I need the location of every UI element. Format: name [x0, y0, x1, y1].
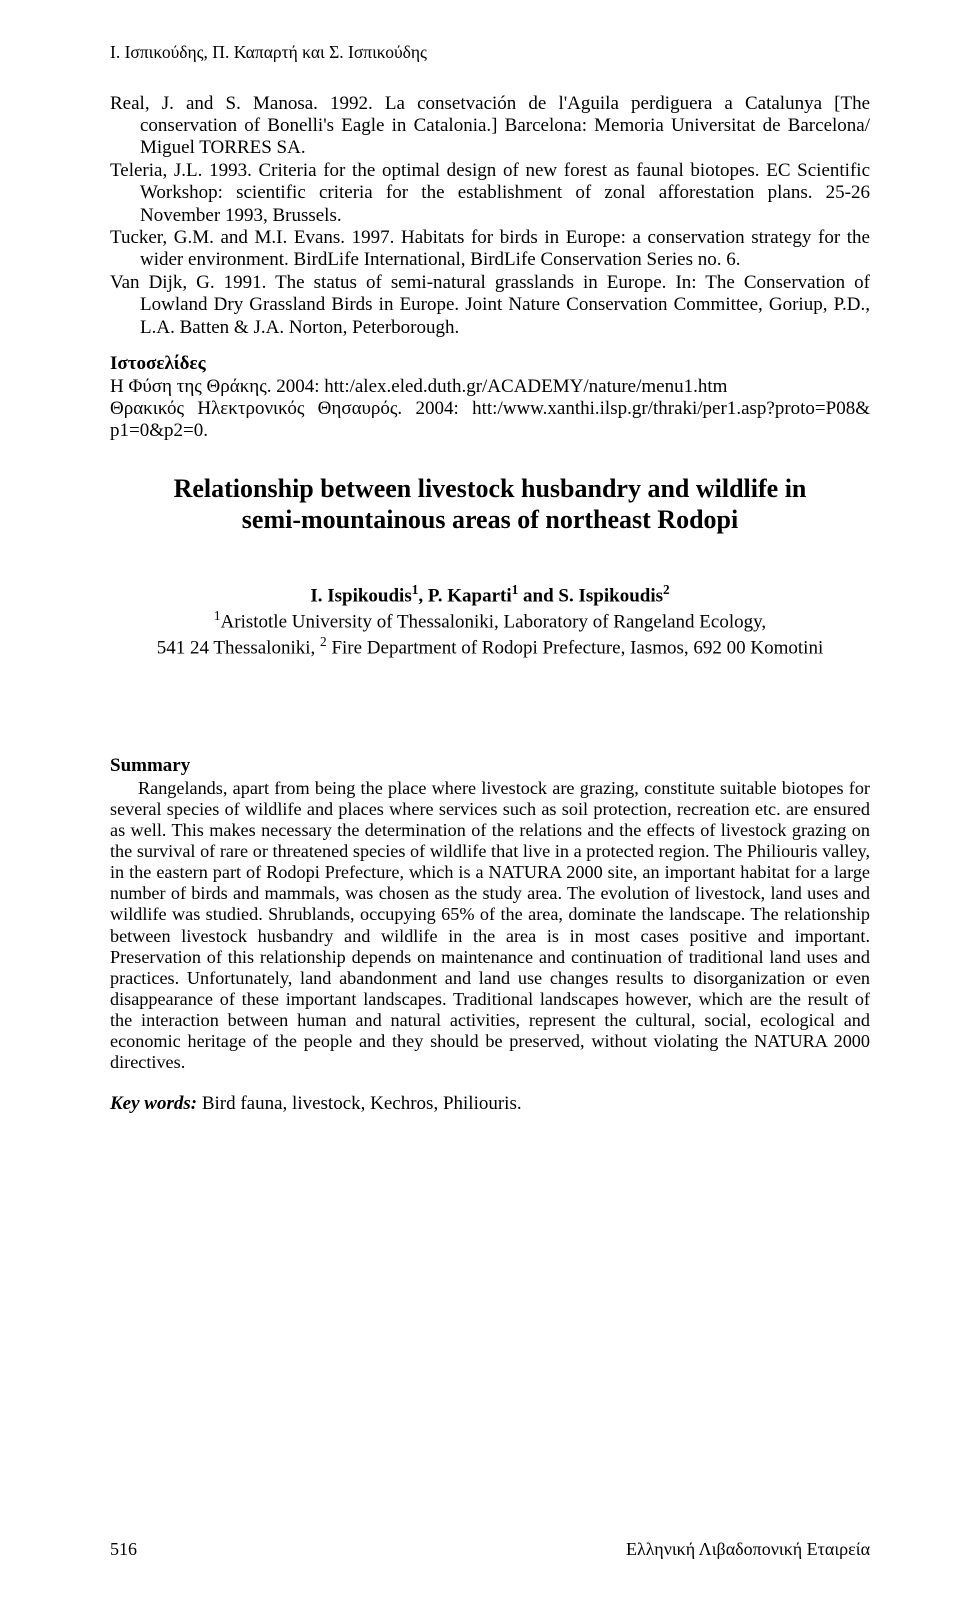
footer-source: Ελληνική Λιβαδοπονική Εταιρεία [626, 1539, 870, 1560]
affiliation-line: 541 24 Thessaloniki, 2 Fire Department o… [110, 634, 870, 660]
keywords-line: Key words: Bird fauna, livestock, Kechro… [110, 1093, 870, 1115]
website-entry: Θρακικός Ηλεκτρονικός Θησαυρός. 2004: ht… [110, 398, 870, 443]
references-block: Real, J. and S. Manosa. 1992. La consetv… [110, 93, 870, 339]
running-header: Ι. Ισπικούδης, Π. Καπαρτή και Σ. Ισπικού… [110, 42, 870, 63]
summary-heading: Summary [110, 755, 870, 777]
affiliation-line: 1Aristotle University of Thessaloniki, L… [110, 608, 870, 634]
website-entry: Η Φύση της Θράκης. 2004: htt:/alex.eled.… [110, 376, 870, 398]
article-title-line: Relationship between livestock husbandry… [110, 473, 870, 505]
article-title: Relationship between livestock husbandry… [110, 473, 870, 536]
authors-block: I. Ispikoudis1, P. Kaparti1 and S. Ispik… [110, 582, 870, 659]
keywords-label: Key words: [110, 1093, 197, 1114]
reference-item: Tucker, G.M. and M.I. Evans. 1997. Habit… [110, 227, 870, 272]
authors-names: I. Ispikoudis1, P. Kaparti1 and S. Ispik… [110, 582, 870, 608]
article-title-line: semi-mountainous areas of northeast Rodo… [110, 504, 870, 536]
reference-item: Van Dijk, G. 1991. The status of semi-na… [110, 272, 870, 339]
keywords-text: Bird fauna, livestock, Kechros, Philiour… [197, 1093, 522, 1114]
websites-block: Ιστοσελίδες Η Φύση της Θράκης. 2004: htt… [110, 353, 870, 443]
page-number: 516 [110, 1539, 137, 1560]
page: Ι. Ισπικούδης, Π. Καπαρτή και Σ. Ισπικού… [0, 0, 960, 1604]
websites-heading: Ιστοσελίδες [110, 353, 870, 375]
page-footer: 516 Ελληνική Λιβαδοπονική Εταιρεία [110, 1539, 870, 1560]
summary-body: Rangelands, apart from being the place w… [110, 778, 870, 1074]
reference-item: Teleria, J.L. 1993. Criteria for the opt… [110, 160, 870, 227]
reference-item: Real, J. and S. Manosa. 1992. La consetv… [110, 93, 870, 160]
